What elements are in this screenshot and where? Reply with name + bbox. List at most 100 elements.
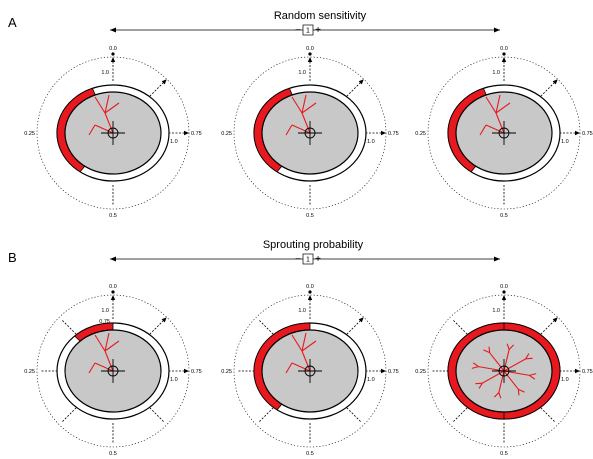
panel-b-value-box bbox=[302, 253, 314, 265]
tick-label-top: 0.0 bbox=[109, 46, 117, 52]
spoke-arrowhead bbox=[358, 317, 364, 323]
sprout-branch bbox=[483, 349, 490, 354]
tick-label-inner-075: 0.75 bbox=[99, 319, 110, 325]
tick-label-top: 0.0 bbox=[109, 284, 117, 290]
dashed-spoke bbox=[346, 81, 362, 97]
tick-label-top-inner: 1.0 bbox=[492, 70, 500, 76]
tick-label-bottom: 0.5 bbox=[306, 213, 314, 219]
sprout-branch bbox=[495, 112, 505, 134]
diagram-b-1: 0.0 1.0 0.75 1.0 0.25 0.5 0.75 bbox=[24, 284, 201, 457]
sprout-branch bbox=[104, 112, 114, 134]
sprout-branch bbox=[489, 352, 505, 372]
tick-label-right: 0.75 bbox=[582, 369, 593, 375]
crosshair-circle bbox=[304, 365, 316, 377]
top-marker-dot bbox=[502, 52, 506, 56]
sprout-branch bbox=[285, 362, 293, 374]
sprout-branch bbox=[88, 124, 96, 136]
panel-letter-a: A bbox=[8, 15, 17, 30]
sprout-branch bbox=[498, 392, 502, 399]
sprout-branch bbox=[291, 362, 311, 372]
tick-label-left: 0.25 bbox=[24, 131, 35, 137]
crosshair-circle bbox=[107, 365, 119, 377]
spoke-arrowhead bbox=[575, 368, 580, 374]
spoke-arrowhead bbox=[110, 295, 116, 300]
dashed-spoke bbox=[540, 319, 556, 335]
spoke-arrowhead bbox=[358, 79, 364, 85]
dashed-spoke bbox=[149, 407, 165, 423]
sprout-branch bbox=[506, 343, 510, 350]
tick-label-right: 0.75 bbox=[191, 369, 202, 375]
panel-a-minus: − bbox=[295, 25, 301, 36]
spoke-arrowhead bbox=[161, 317, 167, 323]
spoke-arrowhead bbox=[552, 317, 558, 323]
sprout-branch bbox=[517, 389, 520, 396]
tick-label-top: 0.0 bbox=[500, 284, 508, 290]
spoke-arrowhead bbox=[161, 79, 167, 85]
sprout-branch bbox=[503, 358, 526, 372]
panel-a-header: A Random sensitivity − 1 + bbox=[8, 10, 500, 36]
sprout-branch bbox=[472, 362, 479, 368]
diagram-grid: 0.0 1.0 0.75 1.0 0.25 0.5 0.0 1.0 0.75 1.0 0.25 0.5… bbox=[24, 46, 592, 457]
dashed-spoke bbox=[346, 319, 362, 335]
spoke-arrowhead bbox=[501, 295, 507, 300]
sprout-branch bbox=[478, 366, 505, 372]
sprout-branch bbox=[94, 96, 106, 114]
sprout-branch bbox=[301, 94, 307, 114]
tick-label-top-inner: 1.0 bbox=[298, 308, 306, 314]
sprout-branch bbox=[503, 370, 530, 376]
sprout-branch bbox=[104, 332, 110, 352]
sprout-branch bbox=[482, 370, 505, 384]
panel-b-plus: + bbox=[315, 254, 321, 265]
sprout-branch bbox=[525, 353, 530, 360]
sprout-branch bbox=[301, 112, 311, 134]
tick-label-right-inner: 1.0 bbox=[561, 377, 569, 383]
dashed-spoke bbox=[258, 319, 274, 335]
sprout-branch bbox=[301, 340, 317, 352]
tick-label-right: 0.75 bbox=[388, 131, 399, 137]
sprout-branch bbox=[488, 346, 491, 353]
sprout-branch bbox=[94, 124, 114, 134]
top-marker-dot bbox=[111, 290, 115, 294]
panel-b-box-value: 1 bbox=[306, 257, 310, 264]
panel-b-header: B Sprouting probability − 1 + bbox=[8, 239, 500, 265]
panel-b-minus: − bbox=[295, 254, 301, 265]
tick-label-top: 0.0 bbox=[306, 46, 314, 52]
tick-label-top: 0.0 bbox=[500, 46, 508, 52]
sprout-branch bbox=[104, 94, 110, 114]
spoke-arrowhead bbox=[184, 130, 189, 136]
top-marker-dot bbox=[308, 52, 312, 56]
sprout-branch bbox=[529, 374, 536, 380]
diagram-b-2: 0.0 1.0 0.75 1.0 0.25 0.5 bbox=[221, 284, 398, 457]
sprout-branch bbox=[503, 370, 519, 390]
tick-label-top-inner: 1.0 bbox=[101, 70, 109, 76]
diagram-a-1: 0.0 1.0 0.75 1.0 0.25 0.5 bbox=[24, 46, 201, 219]
tick-label-bottom: 0.5 bbox=[500, 213, 508, 219]
sprout-branch bbox=[479, 124, 487, 136]
tick-label-left: 0.25 bbox=[24, 369, 35, 375]
tick-label-top-inner: 1.0 bbox=[298, 70, 306, 76]
sprout-branch bbox=[94, 362, 114, 372]
dashed-spoke bbox=[61, 319, 77, 335]
tick-label-bottom: 0.5 bbox=[500, 451, 508, 457]
tick-label-right-inner: 1.0 bbox=[170, 377, 178, 383]
spoke-arrowhead bbox=[381, 130, 386, 136]
spoke-arrowhead bbox=[575, 130, 580, 136]
sprout-branch bbox=[478, 382, 483, 389]
sprout-branch bbox=[291, 334, 303, 352]
tick-label-bottom: 0.5 bbox=[306, 451, 314, 457]
dashed-spoke bbox=[149, 81, 165, 97]
sprout-branch bbox=[503, 349, 510, 372]
dashed-spoke bbox=[149, 319, 165, 335]
tick-label-right: 0.75 bbox=[191, 131, 202, 137]
tick-label-left: 0.25 bbox=[221, 131, 232, 137]
top-marker-dot bbox=[308, 290, 312, 294]
tick-label-top-inner: 1.0 bbox=[492, 308, 500, 314]
sprout-branch bbox=[104, 340, 120, 352]
sprout-branch bbox=[518, 388, 525, 393]
crosshair-circle bbox=[304, 127, 316, 139]
top-marker-dot bbox=[502, 290, 506, 294]
tick-label-top: 0.0 bbox=[306, 284, 314, 290]
sprout-branch bbox=[104, 350, 114, 372]
panel-b-arrow-left bbox=[110, 256, 116, 262]
